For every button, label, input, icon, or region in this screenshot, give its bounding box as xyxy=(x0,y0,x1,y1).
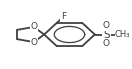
Text: O: O xyxy=(103,39,110,48)
Text: O: O xyxy=(103,21,110,30)
Text: F: F xyxy=(61,12,66,21)
Text: O: O xyxy=(30,38,37,47)
Text: O: O xyxy=(30,22,37,31)
Text: S: S xyxy=(103,30,110,39)
Text: CH₃: CH₃ xyxy=(115,30,131,39)
